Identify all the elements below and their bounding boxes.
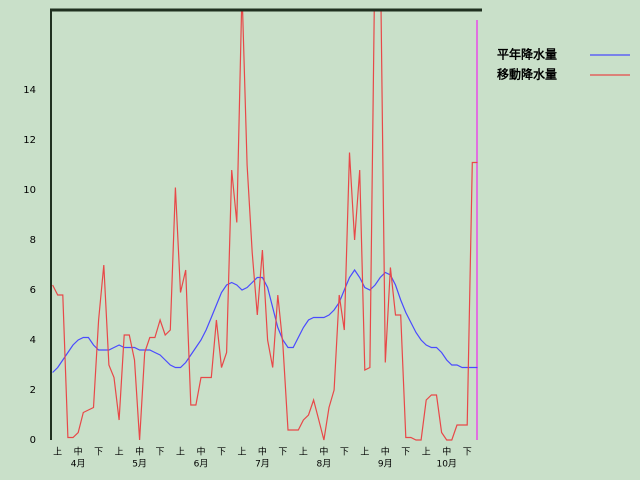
x-tick-label: 中 — [442, 446, 451, 458]
legend-label: 移動降水量 — [497, 67, 557, 82]
month-label: 4月 — [71, 459, 86, 470]
x-tick-label: 上 — [115, 447, 124, 458]
x-tick-label: 中 — [135, 446, 144, 458]
x-tick-label: 中 — [197, 446, 206, 458]
series-line — [52, 10, 478, 441]
y-tick-label: 0 — [30, 435, 36, 446]
x-tick-label: 中 — [258, 446, 267, 458]
month-label: 9月 — [378, 459, 393, 470]
month-label: 5月 — [132, 459, 147, 470]
month-label: 10月 — [436, 459, 456, 470]
month-label: 7月 — [255, 459, 270, 470]
y-tick-label: 4 — [30, 335, 36, 346]
x-tick-label: 下 — [401, 448, 410, 458]
x-tick-label: 上 — [360, 447, 369, 458]
x-tick-label: 中 — [381, 446, 390, 458]
x-tick-label: 上 — [299, 447, 308, 458]
x-tick-label: 中 — [319, 446, 328, 458]
y-tick-label: 2 — [30, 385, 36, 396]
y-tick-label: 12 — [23, 135, 36, 146]
x-tick-label: 下 — [94, 448, 103, 458]
plot-area — [52, 10, 478, 441]
x-tick-label: 下 — [463, 448, 472, 458]
x-tick-label: 上 — [53, 447, 62, 458]
x-tick-label: 下 — [217, 448, 226, 458]
x-tick-label: 下 — [340, 448, 349, 458]
x-tick-label: 上 — [237, 447, 246, 458]
x-tick-label: 中 — [74, 446, 83, 458]
month-label: 6月 — [194, 459, 209, 470]
x-tick-label: 上 — [422, 447, 431, 458]
x-tick-label: 上 — [176, 447, 185, 458]
y-tick-label: 6 — [30, 285, 36, 296]
y-tick-label: 8 — [30, 235, 36, 246]
month-label: 8月 — [317, 459, 332, 470]
x-tick-label: 下 — [278, 448, 287, 458]
x-tick-label: 下 — [156, 448, 165, 458]
legend-label: 平年降水量 — [497, 47, 557, 62]
y-tick-label: 14 — [23, 85, 36, 96]
y-tick-label: 10 — [23, 185, 36, 196]
